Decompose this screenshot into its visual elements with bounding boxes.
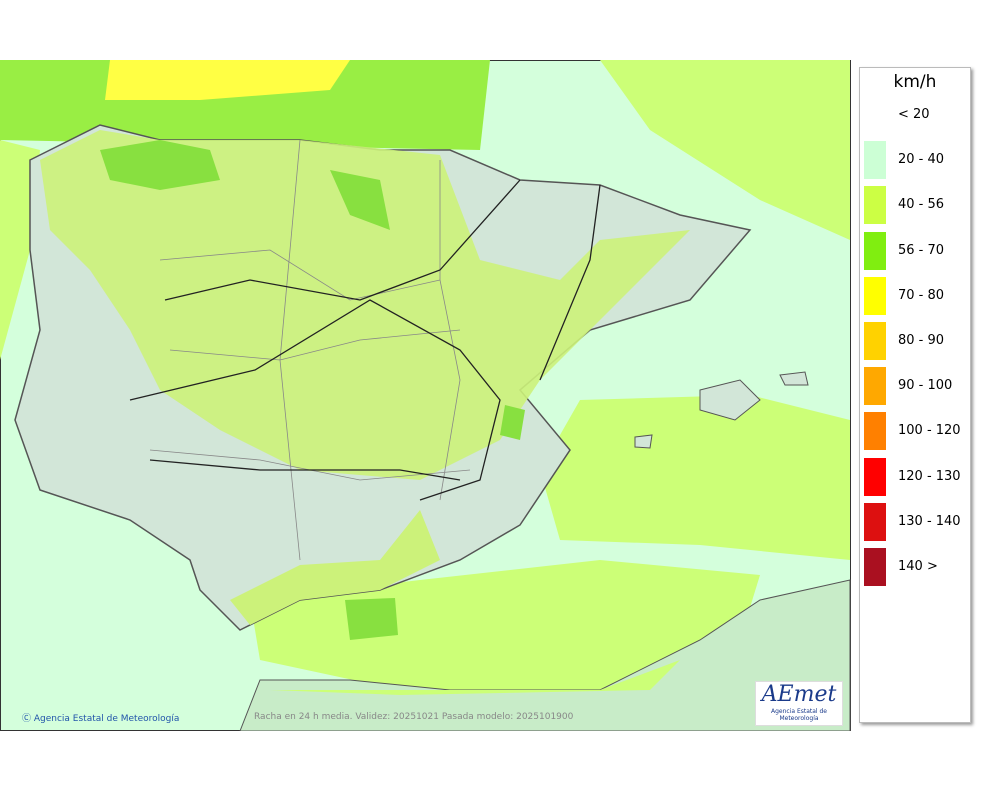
caption: Racha en 24 h media. Validez: 20251021 P… <box>254 712 574 722</box>
legend-label: 140 > <box>898 559 938 574</box>
legend: km/h < 20 20 - 40 40 - 56 56 - 70 70 - 80 80 … <box>859 67 971 723</box>
legend-swatch <box>864 367 886 406</box>
wind-zone <box>40 130 690 480</box>
logo-subtitle: Agencia Estatal de Meteorología <box>770 708 827 722</box>
wind-zone <box>105 60 350 100</box>
legend-label: 100 - 120 <box>898 423 961 439</box>
legend-item: 40 - 56 <box>864 186 968 225</box>
legend-swatch <box>864 141 886 180</box>
credit: Ⓒ Agencia Estatal de Meteorología <box>22 714 180 724</box>
wind-zone <box>250 560 760 690</box>
legend-label: 90 - 100 <box>898 378 953 394</box>
logo-name: AEmet <box>761 682 837 707</box>
wind-zone <box>270 660 680 695</box>
wind-zone <box>230 510 440 625</box>
legend-label: 120 - 130 <box>898 468 961 484</box>
legend-swatch <box>864 412 886 451</box>
legend-item: 100 - 120 <box>864 412 968 451</box>
legend-item: 80 - 90 <box>864 322 968 360</box>
legend-label: 130 - 140 <box>898 513 961 529</box>
wind-zone <box>540 395 850 560</box>
legend-label: 40 - 56 <box>898 197 945 213</box>
map <box>0 60 851 731</box>
wind-zone <box>490 60 850 240</box>
legend-swatch <box>864 186 886 225</box>
credit-text: Agencia Estatal de Meteorología <box>33 714 180 724</box>
legend-label: 20 - 40 <box>898 152 945 168</box>
legend-label: 56 - 70 <box>898 242 945 258</box>
legend-label: 80 - 90 <box>898 333 945 348</box>
legend-item: 140 > <box>864 548 968 586</box>
legend-swatch <box>864 548 886 586</box>
legend-item: 90 - 100 <box>864 367 968 406</box>
wind-zone <box>100 140 390 230</box>
legend-item: 130 - 140 <box>864 502 968 541</box>
legend-title: km/h <box>893 72 937 92</box>
legend-item: 120 - 130 <box>864 457 968 496</box>
legend-swatch <box>864 502 886 541</box>
legend-swatch <box>864 322 886 360</box>
legend-item: 20 - 40 <box>864 141 968 180</box>
legend-item: 56 - 70 <box>864 231 968 270</box>
legend-label: 70 - 80 <box>898 287 945 303</box>
islands <box>634 371 809 449</box>
legend-item: 70 - 80 <box>864 276 968 315</box>
legend-swatch <box>864 457 886 496</box>
legend-label: < 20 <box>898 107 930 122</box>
wind-zone <box>345 405 525 640</box>
legend-item: < 20 <box>864 96 968 134</box>
logo[interactable]: AEmet Agencia Estatal de Meteorología <box>755 681 843 726</box>
community-borders <box>129 179 601 501</box>
legend-swatch <box>864 231 886 270</box>
legend-swatch <box>864 276 886 315</box>
